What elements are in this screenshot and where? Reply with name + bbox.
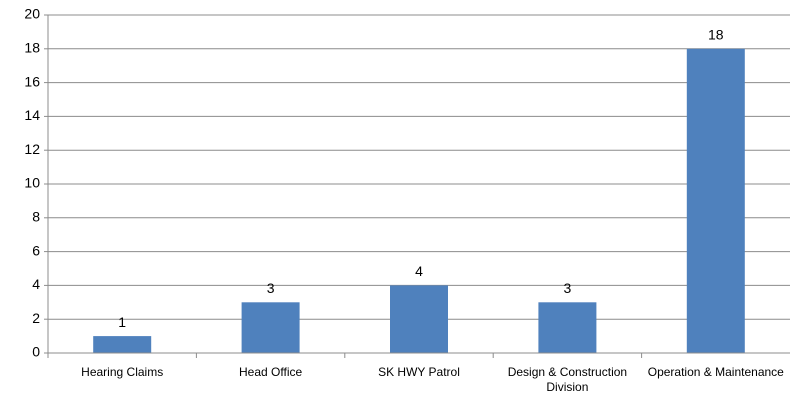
- y-tick-label: 4: [32, 276, 40, 292]
- y-tick-label: 6: [32, 242, 40, 258]
- x-tick-group: Operation & Maintenance: [647, 365, 784, 379]
- y-tick-label: 2: [32, 310, 40, 326]
- y-tick-label: 20: [24, 6, 40, 22]
- y-tick-label: 8: [32, 209, 40, 225]
- x-tick-group: Hearing Claims: [81, 365, 164, 379]
- x-tick-group: SK HWY Patrol: [378, 365, 460, 379]
- x-tick-label: SK HWY Patrol: [378, 365, 460, 379]
- bar: [241, 302, 300, 353]
- y-tick-label: 18: [24, 40, 40, 56]
- bar: [686, 48, 745, 354]
- x-tick-label: Head Office: [239, 365, 303, 379]
- bar: [390, 285, 448, 353]
- x-tick-label: Hearing Claims: [81, 365, 164, 379]
- data-label: 1: [118, 314, 126, 330]
- data-label: 4: [415, 263, 423, 279]
- data-label: 3: [267, 280, 275, 296]
- data-label: 18: [708, 27, 724, 43]
- data-label: 3: [564, 280, 572, 296]
- y-tick-label: 16: [24, 73, 40, 89]
- x-tick-group: Head Office: [239, 365, 303, 379]
- x-tick-label: Operation & Maintenance: [647, 365, 784, 379]
- bar: [538, 302, 597, 353]
- x-tick-label: Design & Construction Division: [507, 365, 628, 394]
- y-tick-label: 10: [24, 175, 40, 191]
- y-tick-label: 14: [24, 107, 40, 123]
- bar: [93, 336, 152, 353]
- x-tick-group: Design & Construction Division: [507, 365, 628, 394]
- y-tick-label: 0: [32, 344, 40, 360]
- y-tick-label: 12: [24, 141, 40, 157]
